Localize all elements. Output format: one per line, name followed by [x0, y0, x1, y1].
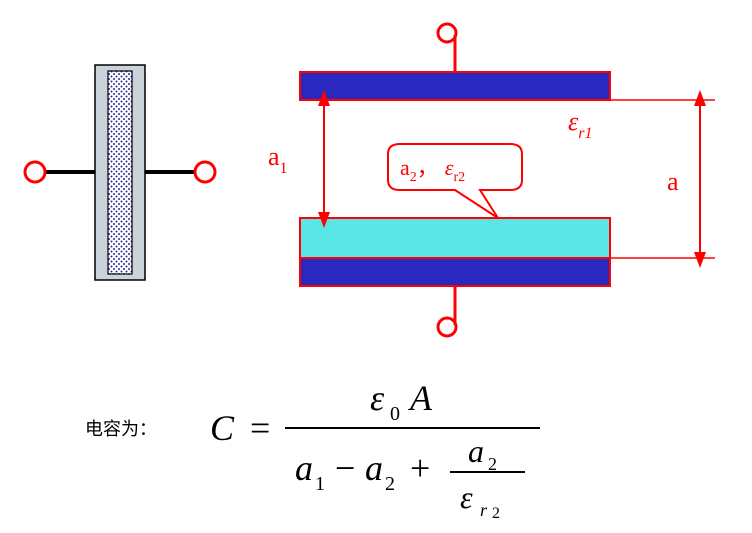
eps-r1-label: εr1 [568, 107, 592, 142]
left-terminal-r [195, 162, 215, 182]
formula-epsr2-sub: r [480, 500, 488, 520]
formula-epsr2: ε [460, 479, 473, 515]
a-label: a [667, 167, 679, 196]
formula-a2b-sub: 2 [488, 454, 497, 474]
top-lead-ring [438, 24, 456, 42]
formula-eps0-sub: 0 [390, 403, 400, 425]
bottom-plate [300, 258, 610, 286]
top-plate [300, 72, 610, 100]
formula-epsr2-sub2: 2 [492, 505, 500, 522]
dielectric [300, 218, 610, 258]
formula-plus: + [410, 448, 430, 488]
diagram-svg: εr1 a1 a a2，εr2 [0, 0, 752, 360]
formula-a1-sub: 1 [315, 473, 325, 495]
formula-a2: a [365, 448, 383, 488]
formula-a2b: a [468, 433, 484, 469]
formula-eps0: ε [370, 378, 385, 418]
formula-C: C [210, 408, 235, 448]
right-capacitor: εr1 a1 a a2，εr2 [268, 24, 715, 336]
a1-label: a1 [268, 142, 288, 177]
formula-eq: = [250, 408, 270, 448]
left-capacitor-symbol [25, 65, 215, 280]
formula-minus: − [335, 448, 355, 488]
formula-A: A [408, 378, 433, 418]
formula-a2-sub: 2 [385, 473, 395, 495]
formula-svg: C = ε 0 A a 1 − a 2 + a 2 ε r [0, 360, 752, 530]
diagram-area: εr1 a1 a a2，εr2 [0, 0, 752, 360]
callout: a2，εr2 [388, 144, 522, 218]
left-terminal-l [25, 162, 45, 182]
formula-a1: a [295, 448, 313, 488]
bottom-lead-ring [438, 318, 456, 336]
left-inner [108, 71, 132, 274]
